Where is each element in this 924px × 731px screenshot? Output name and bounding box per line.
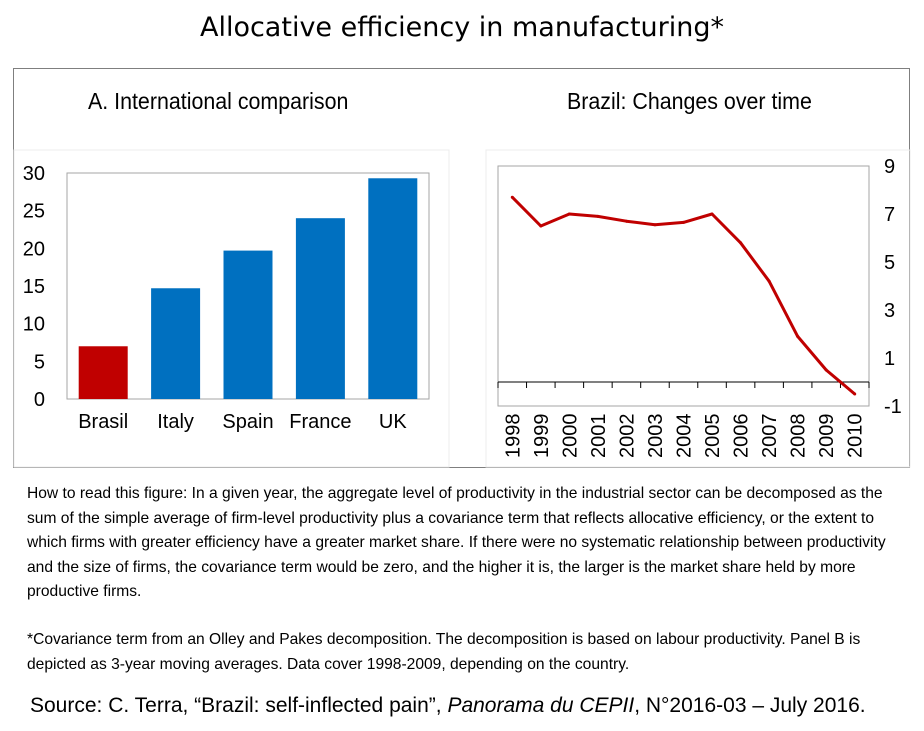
- panel-a-box: [13, 149, 450, 468]
- line-x-tick-label: 1999: [531, 414, 553, 459]
- line-point: [710, 212, 714, 216]
- line-point: [539, 224, 543, 228]
- panel-b-title: Brazil: Changes over time: [567, 88, 812, 114]
- bar: [368, 178, 418, 399]
- line-point: [624, 219, 628, 223]
- line-y-tick-label: 3: [884, 300, 895, 322]
- line-x-tick-label: 2006: [731, 414, 753, 459]
- bar-x-tick-label: Brasil: [78, 411, 128, 433]
- source-prefix: Source: C. Terra, “Brazil: self-inflecte…: [30, 694, 448, 717]
- bar-y-tick-label: 20: [23, 238, 45, 260]
- line-y-tick-label: 7: [884, 204, 895, 226]
- line-x-tick-label: 2005: [702, 414, 724, 459]
- line-y-tick-label: 1: [884, 348, 895, 370]
- line-point: [767, 279, 771, 283]
- line-point: [567, 212, 571, 216]
- line-x-tick-label: 2010: [845, 414, 867, 459]
- bar-y-tick-label: 10: [23, 314, 45, 336]
- line-point: [824, 368, 828, 372]
- bar: [151, 288, 201, 399]
- panel-a-title: A. International comparison: [88, 88, 349, 114]
- line-y-tick-label: 9: [884, 156, 895, 178]
- figure-title: Allocative efficiency in manufacturing*: [199, 12, 725, 43]
- footnote: *Covariance term from an Olley and Pakes…: [27, 631, 861, 673]
- line-x-tick-label: 2003: [645, 414, 667, 459]
- bar: [295, 218, 345, 399]
- line-y-tick-label: 5: [884, 252, 895, 274]
- bar: [78, 346, 128, 399]
- bar-x-tick-label: UK: [379, 411, 407, 433]
- line-point: [682, 220, 685, 224]
- bar-y-tick-label: 15: [23, 276, 45, 298]
- bar-x-tick-label: France: [289, 411, 351, 433]
- line-x-tick-label: 2001: [588, 414, 610, 459]
- line-y-tick-label: -1: [884, 396, 902, 418]
- bar-y-tick-label: 5: [34, 351, 45, 373]
- line-x-tick-label: 2000: [559, 414, 581, 459]
- source-suffix: , N°2016-03 – July 2016.: [634, 694, 866, 717]
- line-point: [853, 392, 857, 396]
- source-journal: Panorama du CEPII: [447, 694, 635, 717]
- bar-x-tick-label: Spain: [222, 411, 273, 433]
- bar-y-tick-label: 30: [23, 163, 45, 185]
- line-point: [739, 241, 743, 245]
- bar-y-tick-label: 0: [34, 389, 45, 411]
- source-line: Source: C. Terra, “Brazil: self-inflecte…: [30, 694, 866, 718]
- bar-x-tick-label: Italy: [157, 411, 194, 433]
- line-plot-area: [497, 165, 870, 407]
- line-x-tick-label: 2009: [816, 414, 838, 459]
- line-x-tick-label: 2002: [616, 414, 638, 459]
- line-point: [510, 195, 514, 199]
- line-chart: -1 1 3 5 7 9 1998 1999 2000 2001 2002 2003 2004 2005 2…: [497, 156, 902, 459]
- line-x-tick-label: 1998: [502, 414, 524, 459]
- line-point: [796, 334, 800, 338]
- bar: [223, 250, 273, 399]
- line-x-tick-label: 2008: [788, 414, 810, 459]
- panel-b-box: [485, 149, 911, 468]
- brazil-series-line: [511, 196, 856, 396]
- bar-y-tick-label: 25: [23, 201, 45, 223]
- how-to-read-note: How to read this figure: In a given year…: [27, 485, 886, 600]
- line-x-tick-label: 2007: [759, 414, 781, 459]
- bar-chart: 0 5 10 15 20 25 30 Brasil Italy Spain France UK: [23, 163, 430, 433]
- line-point: [596, 214, 600, 218]
- line-point: [653, 223, 657, 227]
- line-x-tick-label: 2004: [674, 414, 696, 459]
